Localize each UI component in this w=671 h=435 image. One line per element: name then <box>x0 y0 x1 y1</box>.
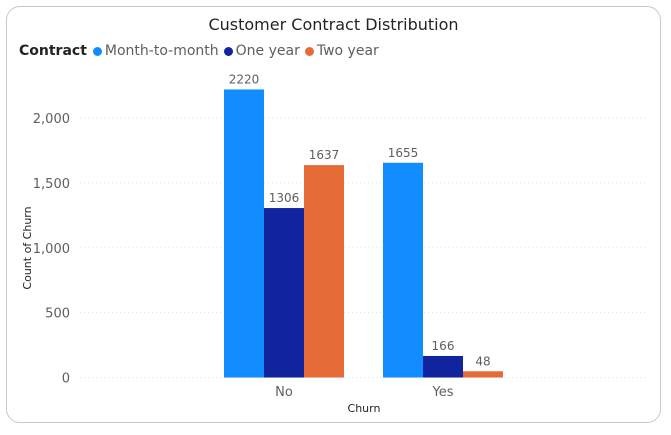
x-tick-label: Yes <box>432 385 454 400</box>
legend-title: Contract <box>19 43 87 59</box>
legend-item-month-to-month[interactable]: Month-to-month <box>92 43 219 59</box>
bar[interactable] <box>423 355 463 378</box>
legend-label: Two year <box>316 43 379 59</box>
y-axis-title: Count of Churn <box>21 206 34 289</box>
legend-item-two-year[interactable]: Two year <box>304 43 379 59</box>
legend-label: One year <box>235 43 300 59</box>
legend-marker-icon <box>92 46 102 56</box>
data-label: 166 <box>432 339 455 353</box>
bar[interactable] <box>224 89 264 378</box>
bar[interactable] <box>383 162 423 378</box>
bar[interactable] <box>304 165 344 378</box>
x-axis-title: Churn <box>348 402 381 415</box>
y-tick-label: 2,000 <box>33 112 70 127</box>
x-tick-label: No <box>275 385 293 400</box>
legend-marker-icon <box>304 46 314 56</box>
legend-item-one-year[interactable]: One year <box>223 43 300 59</box>
y-tick-label: 500 <box>45 307 70 322</box>
data-label: 1637 <box>309 148 340 162</box>
bar[interactable] <box>463 371 503 378</box>
legend-marker-icon <box>223 46 233 56</box>
chart-legend: Contract Month-to-month One year Two yea… <box>19 43 384 59</box>
data-label: 48 <box>475 354 490 368</box>
data-label: 1306 <box>269 191 300 205</box>
y-tick-label: 0 <box>62 372 70 387</box>
chart-title: Customer Contract Distribution <box>208 15 459 34</box>
y-tick-label: 1,500 <box>33 177 70 192</box>
data-label: 2220 <box>229 72 260 86</box>
bar[interactable] <box>264 208 304 378</box>
data-label: 1655 <box>388 146 419 160</box>
legend-label: Month-to-month <box>104 43 219 59</box>
y-tick-label: 1,000 <box>33 242 70 257</box>
